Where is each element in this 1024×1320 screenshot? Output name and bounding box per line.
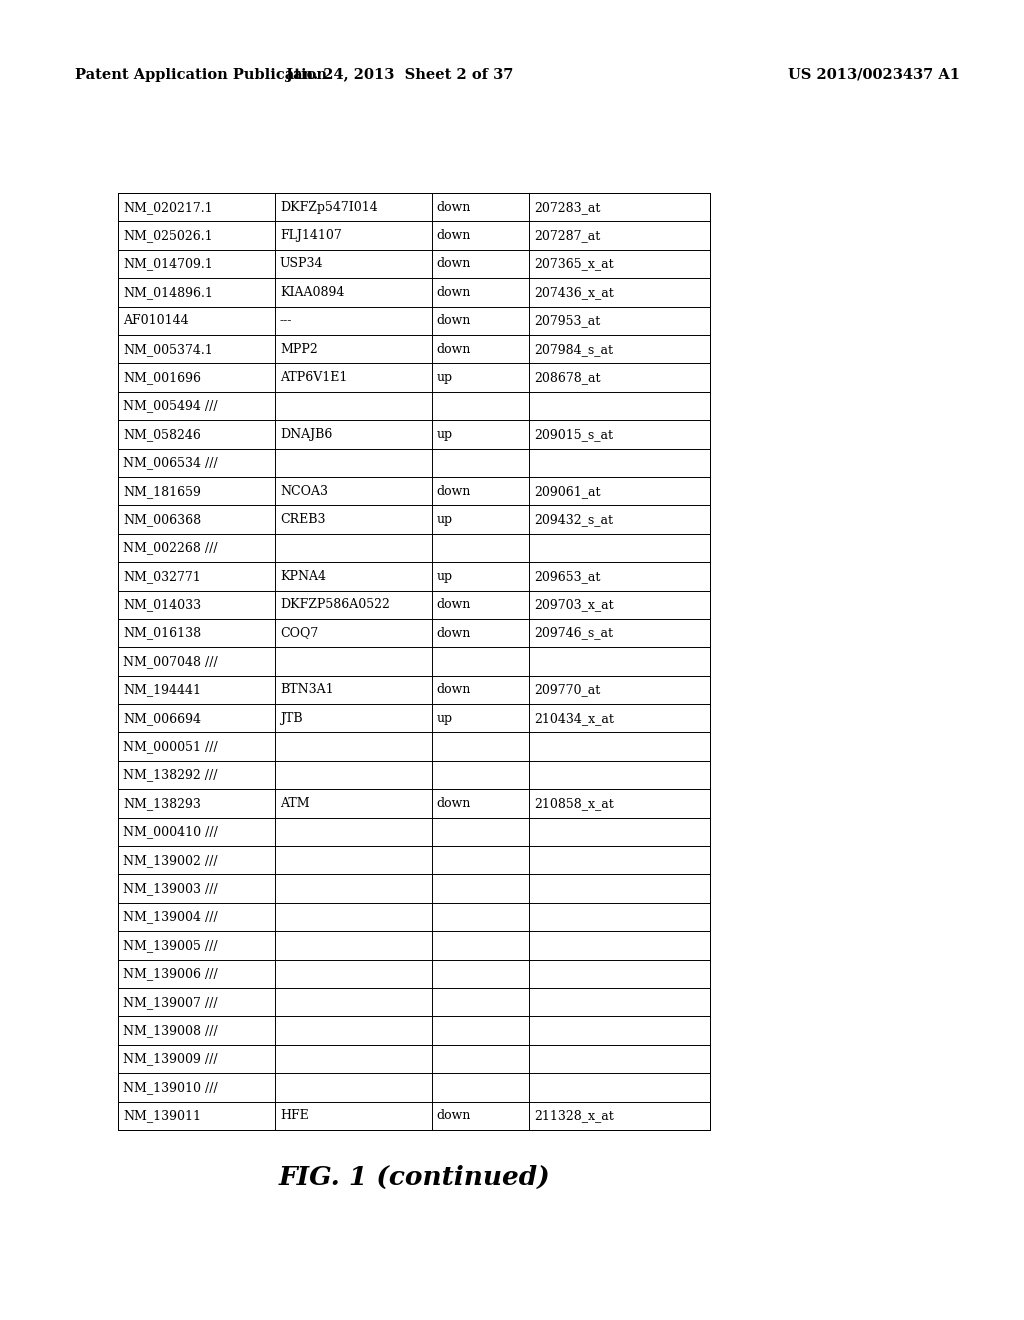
Text: NM_025026.1: NM_025026.1 [123,230,213,242]
Text: NM_006694: NM_006694 [123,711,201,725]
Text: BTN3A1: BTN3A1 [280,684,334,697]
Text: down: down [437,201,471,214]
Text: 209703_x_at: 209703_x_at [535,598,614,611]
Text: NM_014709.1: NM_014709.1 [123,257,213,271]
Text: down: down [437,797,471,810]
Text: NM_014896.1: NM_014896.1 [123,286,213,298]
Text: ATP6V1E1: ATP6V1E1 [280,371,347,384]
Text: NM_139010 ///: NM_139010 /// [123,1081,218,1094]
Text: down: down [437,257,471,271]
Text: NM_139006 ///: NM_139006 /// [123,968,218,981]
Text: up: up [437,371,453,384]
Text: NM_139003 ///: NM_139003 /// [123,882,218,895]
Text: 209061_at: 209061_at [535,484,601,498]
Text: NM_138292 ///: NM_138292 /// [123,768,217,781]
Text: up: up [437,570,453,583]
Text: ---: --- [280,314,292,327]
Text: NM_139007 ///: NM_139007 /// [123,995,218,1008]
Text: 210858_x_at: 210858_x_at [535,797,614,810]
Text: NM_005494 ///: NM_005494 /// [123,400,218,412]
Text: up: up [437,428,453,441]
Text: down: down [437,343,471,355]
Text: 209746_s_at: 209746_s_at [535,627,613,640]
Text: 207436_x_at: 207436_x_at [535,286,614,298]
Text: NM_006534 ///: NM_006534 /// [123,457,218,469]
Text: CREB3: CREB3 [280,513,326,527]
Text: 209015_s_at: 209015_s_at [535,428,613,441]
Text: NM_181659: NM_181659 [123,484,201,498]
Text: NM_194441: NM_194441 [123,684,201,697]
Text: Jan. 24, 2013  Sheet 2 of 37: Jan. 24, 2013 Sheet 2 of 37 [287,69,514,82]
Text: NM_006368: NM_006368 [123,513,201,527]
Text: NM_139004 ///: NM_139004 /// [123,911,218,924]
Text: USP34: USP34 [280,257,324,271]
Text: MPP2: MPP2 [280,343,317,355]
Text: KIAA0894: KIAA0894 [280,286,344,298]
Text: 209432_s_at: 209432_s_at [535,513,613,527]
Text: DNAJB6: DNAJB6 [280,428,332,441]
Text: 207287_at: 207287_at [535,230,601,242]
Text: Patent Application Publication: Patent Application Publication [75,69,327,82]
Text: JTB: JTB [280,711,302,725]
Text: 209770_at: 209770_at [535,684,601,697]
Bar [118,193,710,1130]
Text: COQ7: COQ7 [280,627,318,640]
Text: 210434_x_at: 210434_x_at [535,711,614,725]
Text: NM_020217.1: NM_020217.1 [123,201,213,214]
Text: FIG. 1 (continued): FIG. 1 (continued) [279,1166,550,1191]
Text: NM_002268 ///: NM_002268 /// [123,541,218,554]
Text: down: down [437,286,471,298]
Text: NM_138293: NM_138293 [123,797,201,810]
Text: NM_139005 ///: NM_139005 /// [123,939,218,952]
Text: down: down [437,484,471,498]
Text: 207283_at: 207283_at [535,201,601,214]
Text: NM_014033: NM_014033 [123,598,201,611]
Text: NM_032771: NM_032771 [123,570,201,583]
Text: US 2013/0023437 A1: US 2013/0023437 A1 [788,69,961,82]
Text: NM_139011: NM_139011 [123,1109,201,1122]
Text: DKFZP586A0522: DKFZP586A0522 [280,598,390,611]
Text: up: up [437,513,453,527]
Text: NM_001696: NM_001696 [123,371,201,384]
Text: DKFZp547I014: DKFZp547I014 [280,201,378,214]
Text: HFE: HFE [280,1109,308,1122]
Text: NM_005374.1: NM_005374.1 [123,343,213,355]
Text: 207984_s_at: 207984_s_at [535,343,613,355]
Text: NM_000051 ///: NM_000051 /// [123,741,218,754]
Text: down: down [437,684,471,697]
Text: NM_139002 ///: NM_139002 /// [123,854,218,867]
Text: 207365_x_at: 207365_x_at [535,257,614,271]
Text: down: down [437,598,471,611]
Text: NM_058246: NM_058246 [123,428,201,441]
Text: 209653_at: 209653_at [535,570,601,583]
Text: down: down [437,230,471,242]
Text: NM_000410 ///: NM_000410 /// [123,825,218,838]
Text: FLJ14107: FLJ14107 [280,230,342,242]
Text: down: down [437,314,471,327]
Text: NCOA3: NCOA3 [280,484,328,498]
Text: NM_139008 ///: NM_139008 /// [123,1024,218,1038]
Text: NM_007048 ///: NM_007048 /// [123,655,218,668]
Text: NM_016138: NM_016138 [123,627,201,640]
Text: KPNA4: KPNA4 [280,570,326,583]
Text: 208678_at: 208678_at [535,371,601,384]
Text: down: down [437,627,471,640]
Text: 207953_at: 207953_at [535,314,601,327]
Text: AF010144: AF010144 [123,314,188,327]
Text: up: up [437,711,453,725]
Text: ATM: ATM [280,797,309,810]
Text: 211328_x_at: 211328_x_at [535,1109,614,1122]
Text: down: down [437,1109,471,1122]
Text: NM_139009 ///: NM_139009 /// [123,1052,218,1065]
